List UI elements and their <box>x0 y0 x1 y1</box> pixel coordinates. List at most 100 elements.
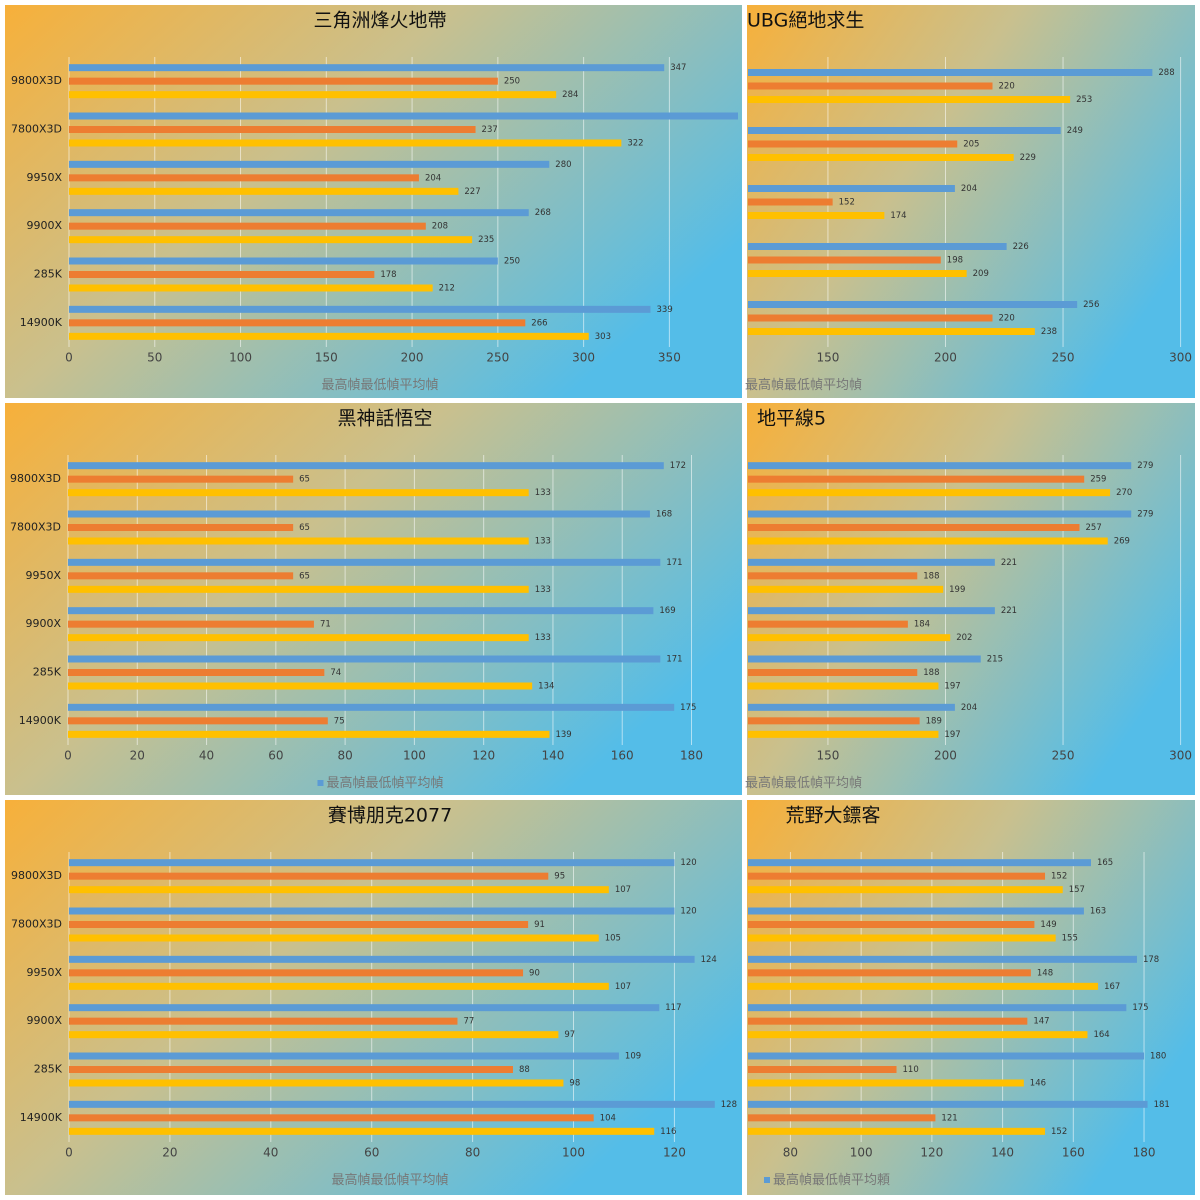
data-label: 171 <box>666 558 682 568</box>
bar <box>748 462 1132 470</box>
data-label: 197 <box>944 730 960 740</box>
bar <box>69 64 665 72</box>
data-label: 303 <box>595 332 611 342</box>
data-label: 288 <box>1158 68 1174 78</box>
legend-entry: 最高幀 <box>773 1172 812 1188</box>
bar <box>69 1052 619 1060</box>
bar <box>68 585 529 593</box>
data-label: 178 <box>380 270 396 280</box>
bar <box>748 69 1153 76</box>
bar <box>748 730 939 738</box>
legend: 最高幀最低幀平均幀 <box>745 775 862 791</box>
chart-panel: 地平線5 150 200 250 300 279 259 270 279 257 269 221 188… <box>745 403 1195 795</box>
bar <box>69 872 549 880</box>
data-label: 110 <box>903 1065 919 1075</box>
data-label: 180 <box>1150 1052 1166 1062</box>
chart-title: UBG絕地求生 <box>747 10 864 32</box>
x-tick-label: 160 <box>611 749 634 763</box>
bar <box>68 682 533 690</box>
bar <box>69 187 459 195</box>
bar <box>69 1100 715 1108</box>
data-label: 227 <box>464 187 480 197</box>
x-tick-label: 180 <box>680 749 703 763</box>
bar <box>68 703 675 711</box>
bar <box>68 620 314 628</box>
data-label: 202 <box>956 633 972 643</box>
x-tick-label: 0 <box>65 351 73 365</box>
bar <box>69 1004 660 1012</box>
bar <box>69 955 695 963</box>
legend-entry: 平均幀 <box>405 776 444 791</box>
bar <box>748 1052 1145 1060</box>
x-tick-label: 300 <box>1169 749 1192 763</box>
bar <box>748 934 1056 942</box>
data-label: 75 <box>334 716 345 726</box>
x-tick-label: 140 <box>991 1146 1014 1160</box>
y-tick-label: 9950X <box>26 171 62 184</box>
legend-marker <box>764 1177 770 1183</box>
legend: 最高幀最低幀平均幀 <box>331 1172 448 1188</box>
bar <box>69 1114 594 1122</box>
x-tick-label: 120 <box>920 1146 943 1160</box>
data-label: 280 <box>555 160 571 170</box>
bar <box>69 907 675 915</box>
data-label: 165 <box>1097 858 1113 868</box>
bar <box>748 1079 1024 1087</box>
bar <box>748 1031 1088 1039</box>
data-label: 149 <box>1040 920 1056 930</box>
data-label: 270 <box>1116 488 1132 498</box>
data-label: 95 <box>554 872 565 882</box>
bar <box>69 886 609 894</box>
bar <box>69 1127 655 1135</box>
data-label: 257 <box>1086 523 1102 533</box>
bar <box>748 1127 1046 1135</box>
y-tick-label: 285K <box>33 666 62 679</box>
data-label: 256 <box>1083 300 1099 310</box>
bar <box>69 1017 458 1025</box>
bar <box>68 510 650 518</box>
data-label: 188 <box>923 668 939 678</box>
x-tick-label: 350 <box>658 351 681 365</box>
chart-panel: UBG絕地求生 150 200 250 300 288 220 253 249 205 229 204… <box>745 5 1195 398</box>
x-tick-label: 150 <box>315 351 338 365</box>
data-label: 90 <box>529 968 540 978</box>
y-tick-label: 285K <box>34 1063 63 1076</box>
bar <box>748 921 1035 928</box>
bar <box>748 1004 1127 1012</box>
legend-entry: 最高幀 <box>745 775 784 791</box>
bar <box>69 284 433 292</box>
data-label: 175 <box>680 703 696 713</box>
data-label: 253 <box>1076 95 1092 105</box>
data-label: 65 <box>299 475 310 485</box>
bar <box>748 872 1046 880</box>
data-label: 184 <box>914 620 930 630</box>
legend-entry: 最高幀 <box>326 775 365 791</box>
data-label: 152 <box>1051 1127 1067 1137</box>
bar <box>69 236 473 244</box>
data-label: 204 <box>425 173 441 183</box>
legend-entry: 最低幀 <box>812 1173 851 1188</box>
data-label: 279 <box>1137 461 1153 471</box>
data-label: 220 <box>999 82 1015 92</box>
data-label: 107 <box>615 885 631 895</box>
x-tick-label: 20 <box>130 749 145 763</box>
bar <box>68 558 661 566</box>
bar <box>69 982 609 990</box>
legend-entry: 最高幀 <box>745 377 784 393</box>
x-tick-label: 200 <box>401 351 424 365</box>
data-label: 133 <box>535 585 551 595</box>
bar <box>748 585 944 593</box>
x-tick-label: 140 <box>541 749 564 763</box>
bar <box>748 328 1035 335</box>
data-label: 209 <box>973 269 989 279</box>
data-label: 174 <box>890 211 906 221</box>
data-label: 157 <box>1069 885 1085 895</box>
bar <box>68 524 294 531</box>
data-label: 221 <box>1001 558 1017 568</box>
bar <box>68 607 654 615</box>
y-tick-label: 7800X3D <box>11 123 62 136</box>
data-label: 221 <box>1001 606 1017 616</box>
bar <box>748 96 1071 103</box>
